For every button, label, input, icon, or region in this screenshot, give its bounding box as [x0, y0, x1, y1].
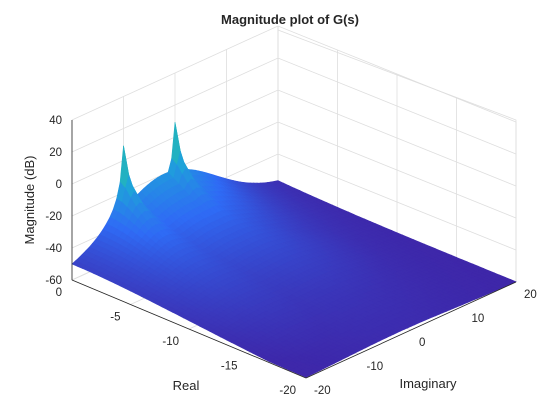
z-tick-label: -60 [45, 275, 62, 287]
z-tick-label: -20 [45, 211, 62, 223]
z-gridline [71, 57, 517, 155]
z-tick-label: -40 [45, 243, 62, 255]
axes [71, 120, 517, 379]
z-axis-label: Magnitude (dB) [22, 156, 37, 245]
z-tick-label: 0 [56, 179, 62, 191]
surface-patch [299, 372, 311, 378]
x-tick-label: -10 [162, 336, 179, 348]
z-tick-labels: -60 -40 -20 0 20 40 [45, 115, 62, 287]
x-tick-label: -20 [279, 385, 296, 397]
surface [71, 122, 517, 378]
y-tick-label: 0 [419, 337, 425, 349]
x-tick-label: -5 [110, 312, 120, 324]
x-axis-label: Real [173, 378, 200, 393]
y-tick-label: 20 [524, 289, 537, 301]
x-tick-label: -15 [221, 361, 238, 373]
z-tick-label: 40 [49, 115, 62, 127]
z-gridline [71, 25, 517, 123]
y-tick-label: -10 [367, 361, 384, 373]
y-axis-label: Imaginary [399, 376, 457, 391]
z-tick-label: 20 [49, 147, 62, 159]
chart-title: Magnitude plot of G(s) [221, 12, 359, 27]
x-tick-label: 0 [56, 287, 62, 299]
z-gridline [71, 89, 517, 187]
y-tick-labels: -20 -10 0 10 20 [314, 289, 537, 397]
x-tick-labels: 0 -5 -10 -15 -20 [56, 287, 296, 397]
y-tick-label: -20 [314, 385, 331, 397]
y-tick-label: 10 [472, 313, 485, 325]
